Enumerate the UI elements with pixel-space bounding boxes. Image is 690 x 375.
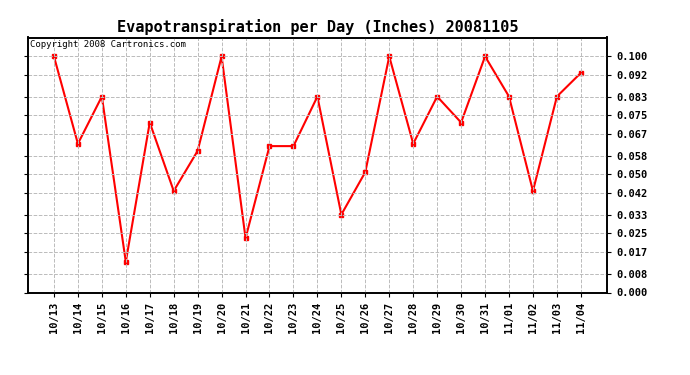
Title: Evapotranspiration per Day (Inches) 20081105: Evapotranspiration per Day (Inches) 2008… [117, 19, 518, 35]
Text: Copyright 2008 Cartronics.com: Copyright 2008 Cartronics.com [30, 40, 186, 49]
